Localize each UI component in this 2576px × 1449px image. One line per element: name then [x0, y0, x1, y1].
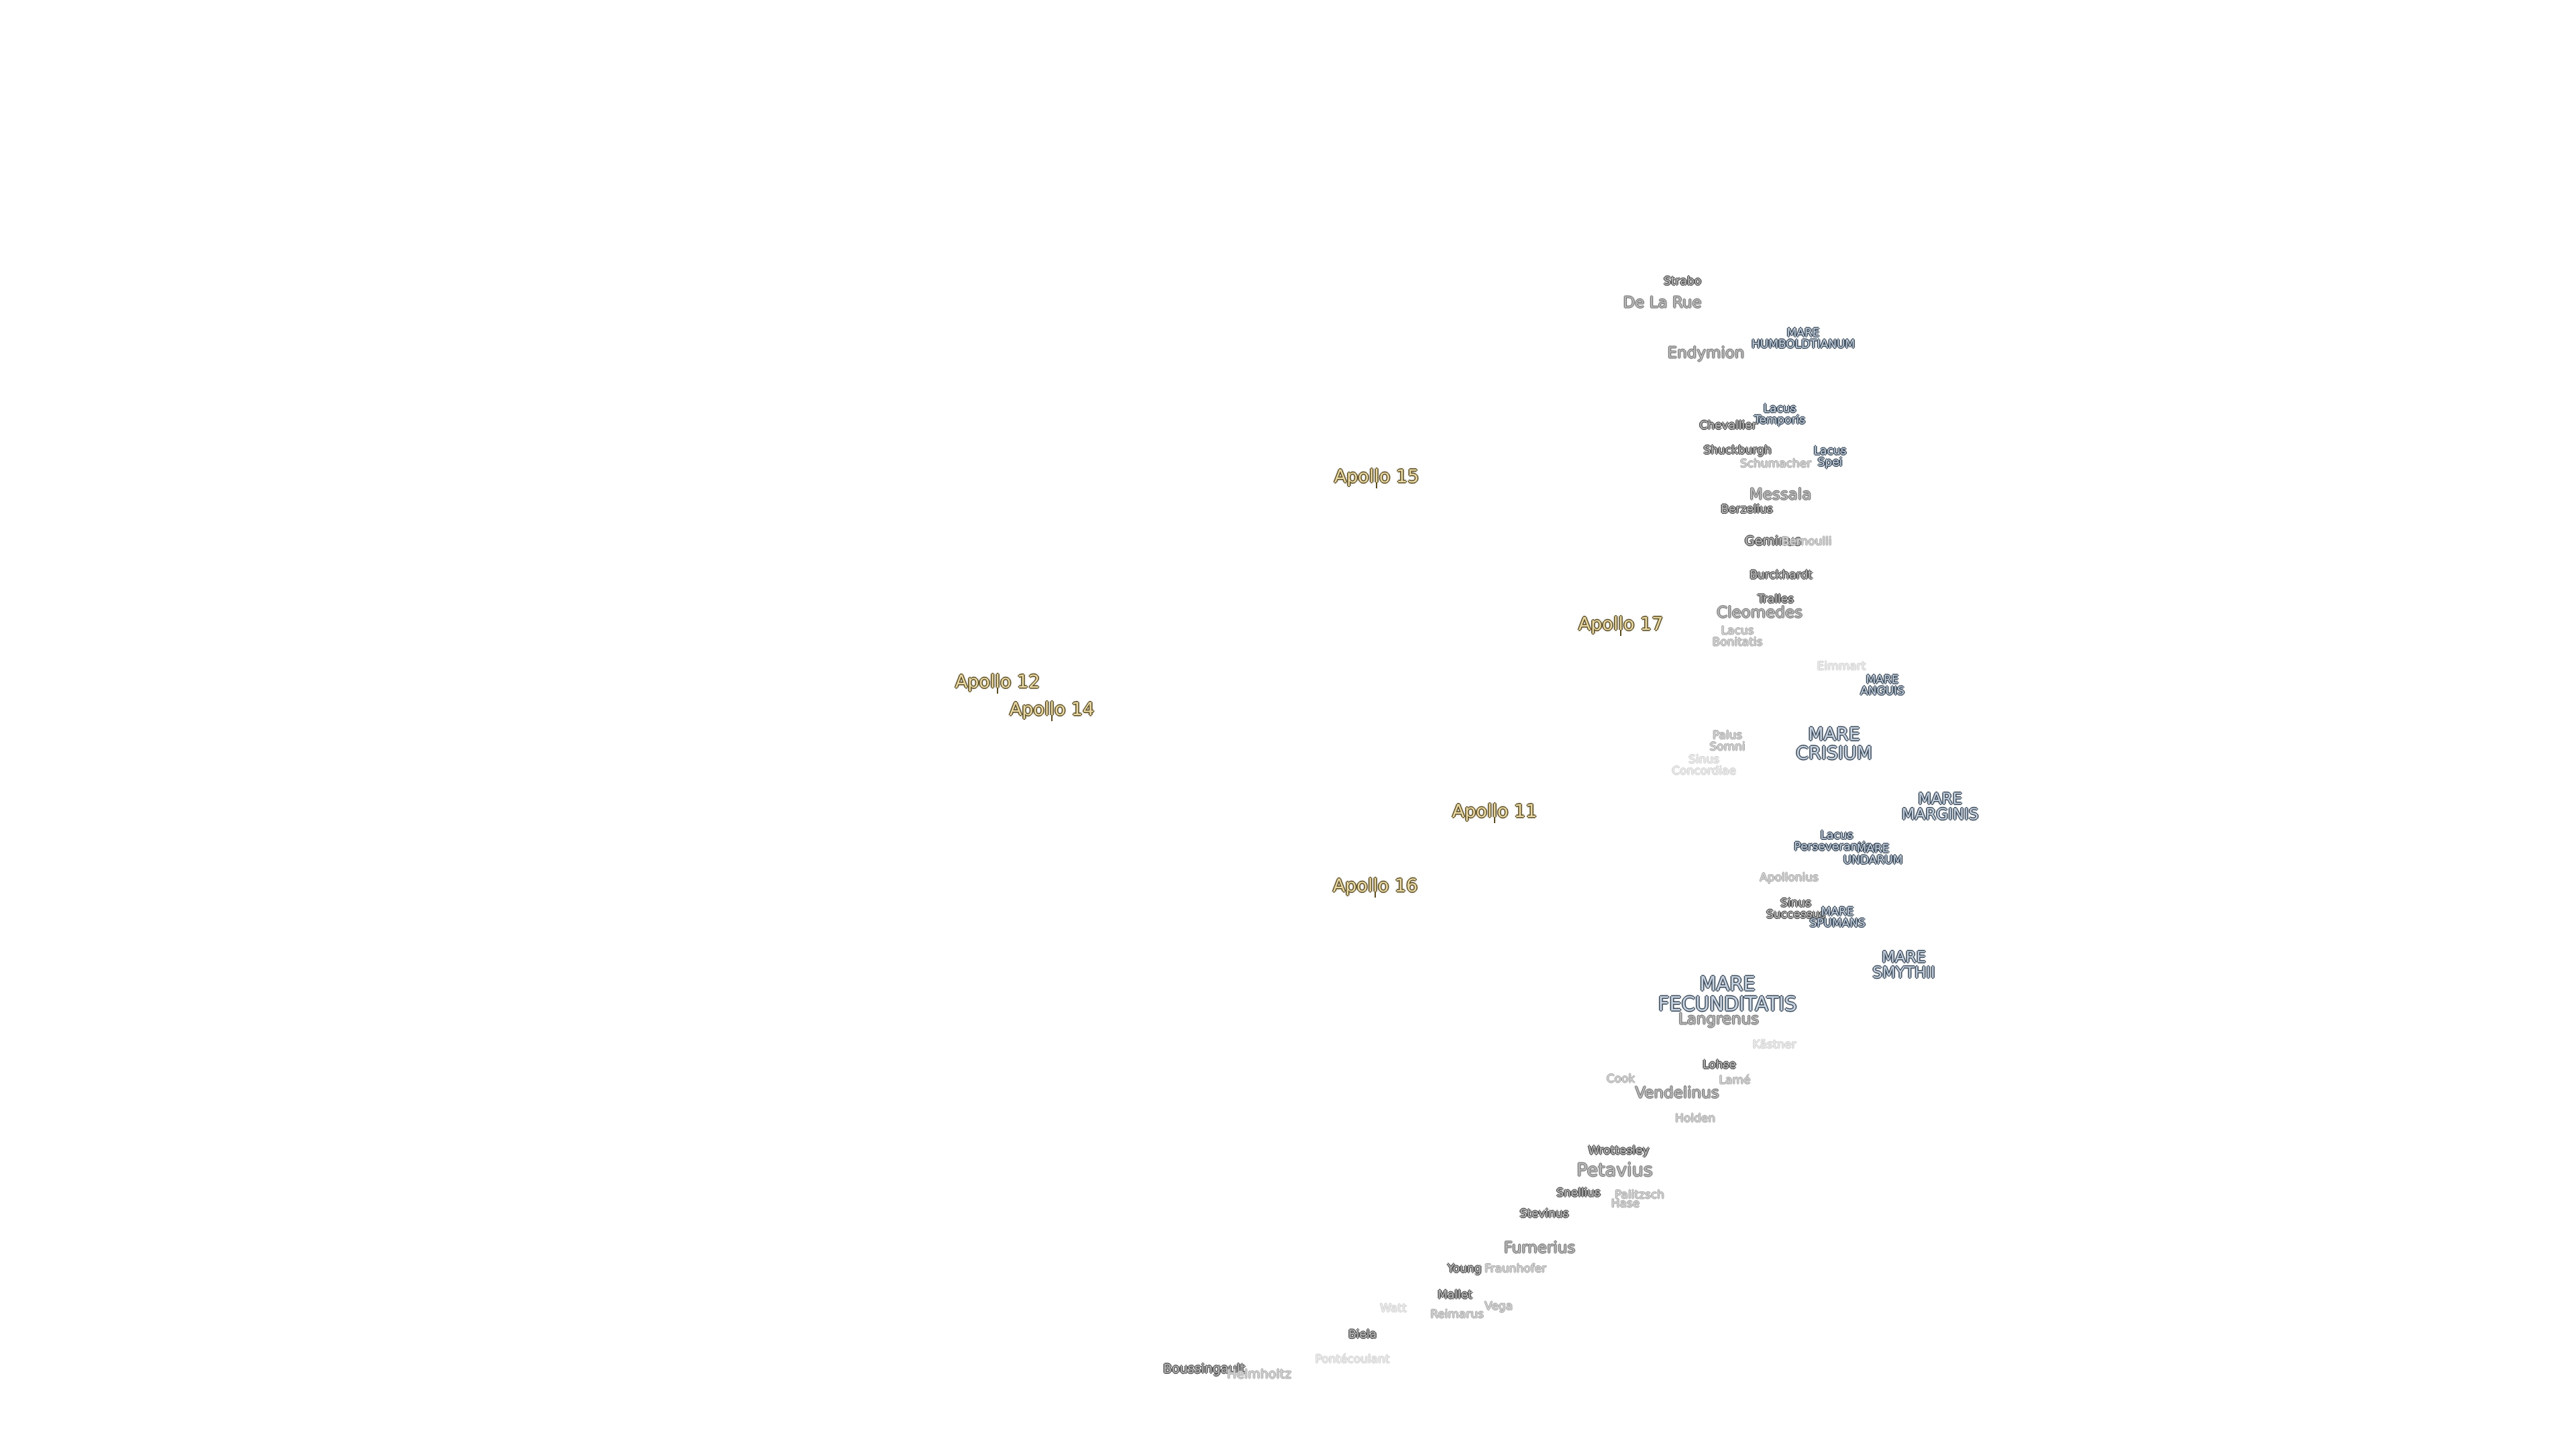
- feature-label-langrenus[interactable]: Langrenus: [1678, 1010, 1760, 1028]
- feature-label-tralles[interactable]: Tralles: [1757, 592, 1794, 606]
- feature-label-wrottesley[interactable]: Wrottesley: [1588, 1144, 1650, 1158]
- feature-label-biela[interactable]: Biela: [1348, 1328, 1377, 1342]
- feature-label-strabo[interactable]: Strabo: [1663, 274, 1702, 288]
- feature-label-de-la-rue[interactable]: De La Rue: [1623, 294, 1702, 312]
- feature-label-bernoulli[interactable]: Bernoulli: [1781, 535, 1832, 549]
- feature-label-vega[interactable]: Vega: [1485, 1299, 1513, 1313]
- feature-label-snellius[interactable]: Snellius: [1556, 1186, 1601, 1200]
- feature-label-furnerius[interactable]: Furnerius: [1503, 1239, 1576, 1257]
- landing-site-marker-icon: [1375, 892, 1376, 898]
- feature-label-pontecoulant[interactable]: Pontécoulant: [1315, 1352, 1390, 1366]
- feature-label-mare-crisium[interactable]: MARE CRISIUM: [1796, 724, 1872, 763]
- feature-label-mallet[interactable]: Mallet: [1438, 1288, 1472, 1302]
- landing-site-apollo-11[interactable]: Apollo 11: [1452, 801, 1538, 822]
- feature-label-lame[interactable]: Lamé: [1719, 1073, 1751, 1087]
- feature-label-lohse[interactable]: Lohse: [1703, 1058, 1736, 1072]
- feature-label-schumacher[interactable]: Schumacher: [1739, 457, 1812, 471]
- feature-label-shuckburgh[interactable]: Shuckburgh: [1703, 443, 1772, 458]
- landing-site-marker-icon: [1494, 818, 1495, 823]
- feature-label-young[interactable]: Young: [1447, 1262, 1482, 1276]
- feature-label-burckhardt[interactable]: Burckhardt: [1750, 568, 1813, 582]
- landing-site-apollo-14[interactable]: Apollo 14: [1009, 699, 1095, 720]
- landing-site-marker-icon: [1051, 716, 1053, 721]
- feature-label-mare-humboldtianum[interactable]: MARE HUMBOLDTIANUM: [1751, 326, 1856, 352]
- landing-site-marker-icon: [1376, 483, 1377, 488]
- landing-site-marker-icon: [997, 688, 998, 694]
- feature-label-sinus-concordiae[interactable]: Sinus Concordiae: [1672, 753, 1736, 778]
- feature-label-messala[interactable]: Messala: [1749, 486, 1812, 504]
- feature-label-palus-somni[interactable]: Palus Somni: [1709, 729, 1746, 754]
- feature-label-lacus-perseverantiae[interactable]: Lacus Perseverantiae: [1794, 828, 1880, 854]
- feature-label-watt[interactable]: Watt: [1380, 1301, 1407, 1316]
- feature-label-cleomedes[interactable]: Cleomedes: [1717, 604, 1803, 622]
- feature-label-vendelinus[interactable]: Vendelinus: [1635, 1084, 1719, 1102]
- feature-label-palitzsch[interactable]: Palitzsch: [1615, 1188, 1664, 1202]
- feature-label-mare-smythii[interactable]: MARE SMYTHII: [1872, 949, 1935, 982]
- landing-site-apollo-15[interactable]: Apollo 15: [1334, 466, 1419, 488]
- feature-label-lacus-bonitatis[interactable]: Lacus Bonitatis: [1712, 624, 1763, 649]
- feature-label-lacus-spei[interactable]: Lacus Spei: [1813, 444, 1847, 470]
- feature-label-petavius[interactable]: Petavius: [1576, 1160, 1653, 1181]
- feature-label-mare-anguis[interactable]: MARE ANGUIS: [1860, 673, 1904, 698]
- feature-label-endymion[interactable]: Endymion: [1667, 344, 1745, 362]
- landing-site-apollo-17[interactable]: Apollo 17: [1578, 614, 1664, 635]
- feature-label-apollonius[interactable]: Apollonius: [1760, 871, 1819, 885]
- feature-label-helmholtz[interactable]: Helmholtz: [1226, 1366, 1292, 1382]
- feature-label-mare-fecunditatis[interactable]: MARE FECUNDITATIS: [1658, 972, 1797, 1015]
- feature-label-lacus-temporis[interactable]: Lacus Temporis: [1754, 402, 1806, 427]
- feature-label-mare-marginis[interactable]: MARE MARGINIS: [1901, 790, 1979, 824]
- feature-label-chevallier[interactable]: Chevallier: [1699, 419, 1757, 433]
- feature-label-eimmart[interactable]: Eimmart: [1817, 659, 1866, 674]
- landing-site-apollo-16[interactable]: Apollo 16: [1332, 875, 1418, 897]
- feature-label-geminus[interactable]: Geminus: [1744, 533, 1802, 549]
- feature-label-holden[interactable]: Holden: [1675, 1112, 1715, 1126]
- feature-label-berzelius[interactable]: Berzelius: [1721, 502, 1773, 517]
- feature-label-boussingault[interactable]: Boussingault: [1163, 1361, 1246, 1377]
- landing-site-marker-icon: [1620, 631, 1621, 636]
- feature-label-cook[interactable]: Cook: [1606, 1072, 1635, 1086]
- feature-label-fraunhofer[interactable]: Fraunhofer: [1484, 1262, 1547, 1276]
- feature-label-mare-undarum[interactable]: MARE UNDARUM: [1843, 842, 1903, 867]
- feature-label-stevinus[interactable]: Stevinus: [1519, 1207, 1569, 1221]
- landing-site-apollo-12[interactable]: Apollo 12: [955, 672, 1040, 693]
- feature-label-kastner[interactable]: Kästner: [1752, 1038, 1796, 1052]
- feature-label-sinus-successus[interactable]: Sinus Successus: [1766, 896, 1826, 922]
- feature-label-mare-spumans[interactable]: MARE SPUMANS: [1809, 905, 1866, 930]
- feature-label-hase[interactable]: Hase: [1611, 1197, 1640, 1211]
- feature-label-reimarus[interactable]: Reimarus: [1430, 1307, 1484, 1322]
